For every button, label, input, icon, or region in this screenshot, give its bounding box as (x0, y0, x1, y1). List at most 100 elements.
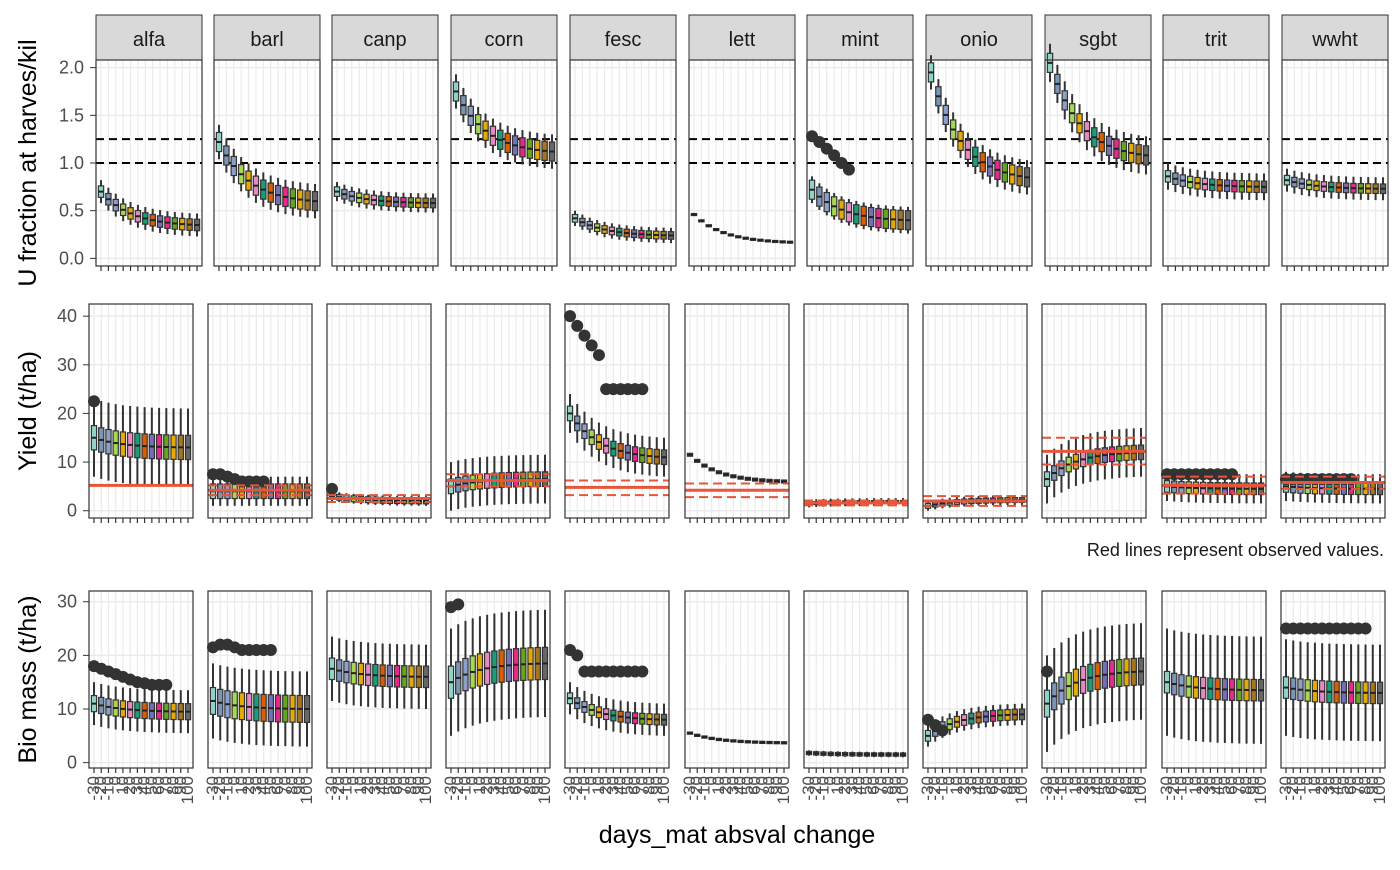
outlier-point (88, 395, 100, 408)
y-tick-label: 2.0 (59, 58, 84, 78)
x-tick-label: -20 (1164, 776, 1183, 801)
x-tick-label: 80 (1237, 776, 1256, 795)
x-tick-label: 70 (275, 776, 294, 795)
x-tick-label: 40 (1088, 776, 1107, 795)
panel-background (446, 591, 550, 768)
y-tick-label: 10 (57, 452, 77, 472)
x-tick-label: 0 (702, 776, 721, 785)
x-tick-label: 0 (1059, 776, 1078, 785)
panel-background (1042, 591, 1146, 768)
outlier-point (936, 724, 949, 737)
facet-label: fesc (605, 29, 642, 51)
panel-background (1281, 591, 1385, 768)
panel-frame (922, 590, 1028, 769)
panel-frame (688, 59, 796, 267)
x-tick-label: -30 (918, 776, 937, 801)
outlier-point (578, 329, 591, 342)
x-tick-label: 30 (1080, 776, 1099, 795)
x-tick-label: 70 (513, 776, 532, 795)
x-tick-label: 80 (640, 776, 659, 795)
panel-frame (88, 303, 194, 519)
panel-background (565, 591, 669, 768)
panel-background (208, 591, 312, 768)
x-tick-label: 90 (528, 776, 547, 795)
row-biomass: Bio mass (t/ha) 0102030-30-20-10010203040… (14, 590, 1389, 804)
y-tick-label: 0 (67, 501, 77, 521)
panel-frame (803, 590, 909, 769)
panel-yield-canp (326, 303, 432, 523)
panel-u_fraction-sgbt: sgbt (1044, 14, 1152, 271)
x-tick-label: 20 (716, 776, 735, 795)
x-tick-label: 20 (358, 776, 377, 795)
outlier-point (571, 319, 584, 332)
x-tick-label: 90 (1124, 776, 1143, 795)
x-tick-label: 70 (1348, 776, 1367, 795)
panel-u_fraction-trit: trit (1162, 14, 1270, 271)
x-tick-label: 0 (463, 776, 482, 785)
outlier-point (264, 644, 277, 656)
x-tick-label: 70 (871, 776, 890, 795)
x-tick-label: 50 (142, 776, 161, 795)
facet-label: mint (841, 29, 879, 51)
y-axis-label: Yield (t/ha) (14, 351, 42, 471)
facet-strip (95, 14, 203, 61)
x-tick-label: 40 (969, 776, 988, 795)
x-tick-label: 0 (940, 776, 959, 785)
panel-yield-sgbt (1041, 303, 1147, 523)
outlier-point (585, 339, 598, 352)
x-tick-label: 20 (1312, 776, 1331, 795)
x-tick-label: 60 (506, 776, 525, 795)
x-tick-label: 30 (603, 776, 622, 795)
facet-label: sgbt (1079, 29, 1117, 51)
panel-background (1162, 591, 1266, 768)
panel-yield-barl (207, 303, 313, 523)
x-tick-label: -10 (1290, 776, 1309, 801)
panel-frame (564, 303, 670, 519)
x-tick-label: 60 (1222, 776, 1241, 795)
panel-yield-lett (684, 303, 790, 523)
panel-background (923, 304, 1027, 518)
x-tick-label: 20 (239, 776, 258, 795)
x-tick-label: 80 (1356, 776, 1375, 795)
x-tick-label: -20 (329, 776, 348, 801)
panel-frame (1281, 59, 1389, 267)
panel-frame (207, 590, 313, 769)
x-tick-label: 90 (647, 776, 666, 795)
facet-label: corn (485, 29, 524, 51)
panel-background (89, 304, 193, 518)
x-tick-label: 30 (961, 776, 980, 795)
x-tick-label: 10 (589, 776, 608, 795)
panel-u_fraction-corn: corn (450, 14, 558, 271)
panel-frame (1280, 303, 1386, 519)
facet-strip (925, 14, 1033, 61)
x-tick-label: -10 (694, 776, 713, 801)
x-tick-label: -30 (680, 776, 699, 801)
x-tick-label: 70 (394, 776, 413, 795)
panel-background (1281, 304, 1385, 518)
panel-frame (331, 59, 439, 267)
y-tick-label: 0.5 (59, 201, 84, 221)
panel-frame (445, 590, 551, 769)
facet-strip (450, 14, 558, 61)
panel-u_fraction-wwht: wwht (1281, 14, 1389, 271)
x-tick-label: 30 (1200, 776, 1219, 795)
x-tick-label: 20 (1193, 776, 1212, 795)
x-tick-label: 60 (268, 776, 287, 795)
x-tick-label: 30 (842, 776, 861, 795)
x-tick-label: -30 (322, 776, 341, 801)
y-axis-label: U fraction at harves/kil (14, 39, 42, 286)
panel-frame (445, 303, 551, 519)
panel-yield-corn (445, 303, 551, 523)
panel-yield-alfa (88, 303, 194, 523)
facet-label: trit (1205, 29, 1228, 51)
facet-label: wwht (1311, 29, 1358, 51)
panel-background (685, 304, 789, 518)
x-tick-label: 100 (1251, 776, 1270, 804)
